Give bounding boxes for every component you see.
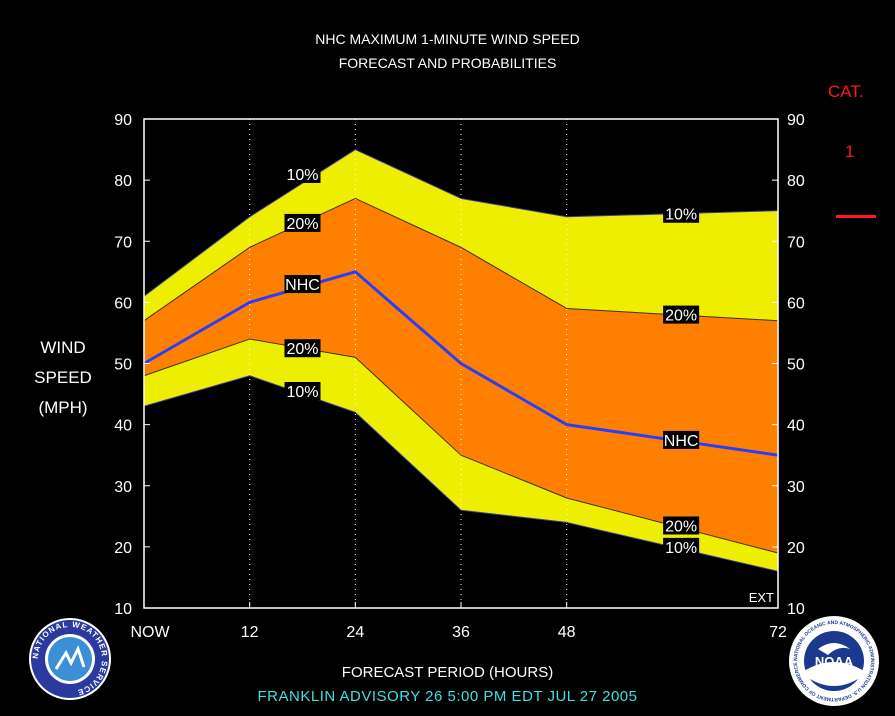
band-label: 20%	[665, 518, 697, 535]
y-tick-label-right: 70	[787, 234, 805, 251]
noaa-logo-icon: NOAA NATIONAL OCEANIC AND ATMOSPHERIC AD…	[789, 616, 879, 706]
chart-title-line1: NHC MAXIMUM 1-MINUTE WIND SPEED	[315, 31, 580, 47]
band-label: 10%	[286, 384, 318, 401]
band-labels: 10% 20% NHC 20% 10% 10% 20% NHC 20% 10%	[284, 165, 700, 557]
y-tick-label-right: 10	[787, 601, 805, 618]
y-tick-label: 70	[114, 234, 132, 251]
nws-logo-icon: NATIONAL WEATHER SERVICE	[29, 618, 111, 700]
band-label-background	[284, 213, 321, 232]
noaa-logo-text: NOAA	[815, 654, 854, 669]
x-axis-title: FORECAST PERIOD (HOURS)	[341, 664, 554, 681]
y-tick-label: 50	[114, 357, 132, 374]
band-label-background	[284, 275, 321, 294]
y-tick-label: 80	[114, 173, 132, 190]
x-tick-label: 48	[558, 624, 576, 641]
upper-20-percent-line	[143, 197, 779, 322]
band-label: NHC	[664, 433, 699, 450]
y-tick-label: 40	[114, 418, 132, 435]
x-tick-label: NOW	[130, 624, 170, 641]
x-tick-label: 12	[241, 624, 259, 641]
band-label-background	[663, 204, 700, 223]
category-label: CAT.	[828, 82, 864, 101]
band-label-background	[284, 339, 321, 358]
x-tick-label: 72	[769, 624, 787, 641]
band-label-background	[663, 430, 700, 449]
y-tick-label: 60	[114, 295, 132, 312]
chart-title-line2: FORECAST AND PROBABILITIES	[338, 55, 557, 71]
y-tick-label-right: 50	[787, 357, 805, 374]
y-tick-label: 10	[114, 601, 132, 618]
category-indicator-line	[836, 215, 876, 218]
band-label: 10%	[665, 207, 697, 224]
category-value: 1	[845, 142, 855, 161]
y-tick-label: 20	[114, 540, 132, 557]
y-axis-title-line: WIND	[40, 338, 86, 357]
y-tick-label-right: 20	[787, 540, 805, 557]
nhc-forecast-line	[143, 270, 779, 457]
y-tick-label: 90	[114, 112, 132, 129]
x-tick-label: 36	[452, 624, 470, 641]
y-tick-label-right: 80	[787, 173, 805, 190]
x-tick-label: 24	[346, 624, 364, 641]
band-label: NHC	[285, 277, 320, 294]
band-label-background	[284, 382, 321, 401]
y-tick-label-right: 60	[787, 295, 805, 312]
y-tick-label: 30	[114, 479, 132, 496]
ext-label: EXT	[749, 590, 774, 605]
band-label-background	[284, 165, 321, 184]
y-tick-label-right: 90	[787, 112, 805, 129]
forecast-lines	[143, 149, 779, 572]
lower-10-percent-line	[143, 375, 779, 572]
upper-10-percent-line	[143, 149, 779, 297]
band-label-background	[663, 516, 700, 535]
band-label: 10%	[286, 167, 318, 184]
band-label: 20%	[286, 341, 318, 358]
band-label: 20%	[286, 216, 318, 233]
band-label: 10%	[665, 540, 697, 557]
y-tick-label-right: 40	[787, 418, 805, 435]
band-label: 20%	[665, 308, 697, 325]
y-axis-title-line: SPEED	[34, 368, 92, 387]
advisory-line: FRANKLIN ADVISORY 26 5:00 PM EDT JUL 27 …	[257, 688, 638, 705]
band-label-background	[663, 305, 700, 324]
y-tick-label-right: 30	[787, 479, 805, 496]
y-axis-title: WIND SPEED (MPH)	[18, 333, 108, 423]
band-label-background	[663, 537, 700, 556]
axis-ticks: 10 10 20 20 30 30 40 40 50 50 60 60 70 70 80 80 90 90 NOW 1…	[114, 112, 805, 641]
y-axis-title-line: (MPH)	[38, 398, 88, 417]
lower-20-percent-line	[143, 338, 779, 554]
